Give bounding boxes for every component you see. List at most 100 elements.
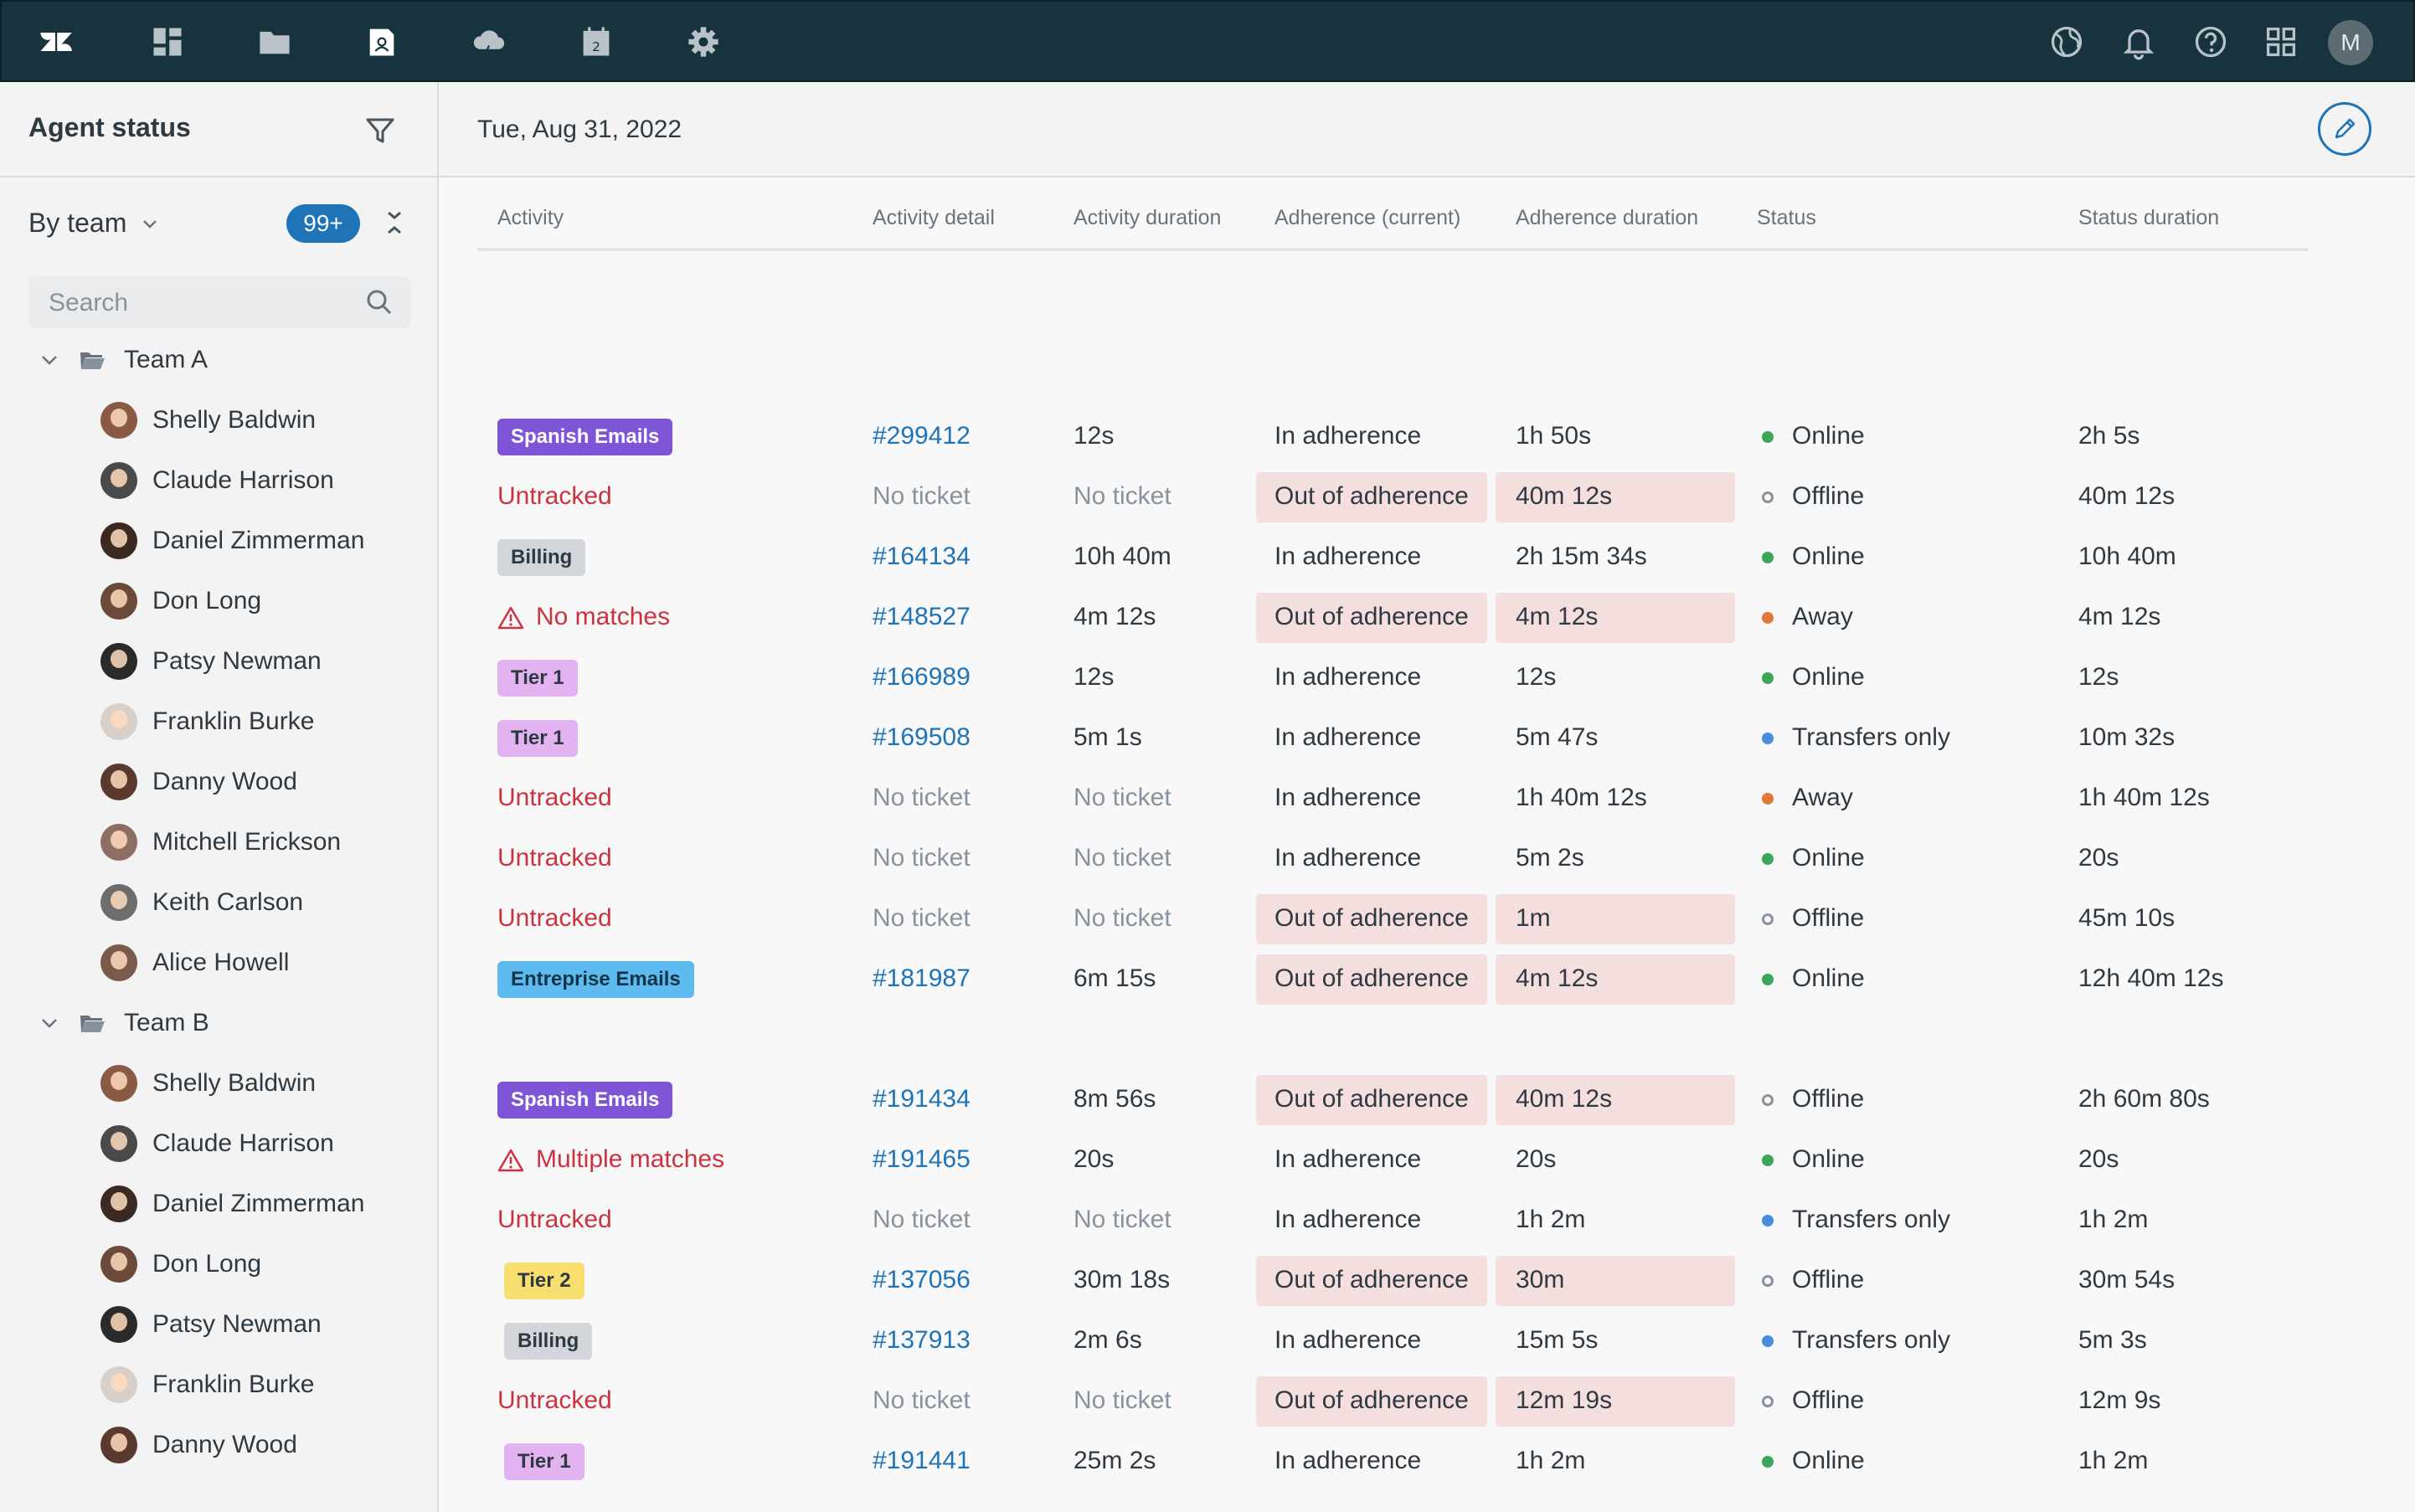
globe-icon[interactable] (2047, 22, 2087, 62)
group-by-dropdown[interactable]: By team (28, 208, 160, 239)
adherence-duration: 4m 12s (1516, 964, 1599, 992)
edit-button[interactable] (2318, 102, 2371, 156)
adherence-current: In adherence (1274, 784, 1422, 811)
agent-name: Daniel Zimmerman (152, 527, 365, 554)
status-dot-icon (1762, 612, 1774, 624)
status-duration: 4m 12s (2078, 603, 2161, 630)
ticket-link[interactable]: #137913 (873, 1326, 971, 1354)
agent-row[interactable]: Claude Harrison (100, 460, 334, 501)
column-header[interactable]: Adherence duration (1516, 206, 1699, 229)
status-duration: 1h 40m 12s (2078, 784, 2210, 811)
column-header[interactable]: Activity (497, 206, 564, 229)
status-duration: 2h 5s (2078, 422, 2140, 450)
column-header[interactable]: Activity detail (873, 206, 995, 229)
status-text: Away (1792, 784, 1853, 811)
activity-untracked: Untracked (497, 904, 612, 932)
agent-row[interactable]: Danny Wood (100, 761, 297, 803)
ticket-link[interactable]: #169508 (873, 723, 971, 751)
status-text: Online (1792, 1145, 1865, 1173)
cloud-icon[interactable] (469, 22, 509, 62)
activity-untracked: Untracked (497, 784, 612, 811)
adherence-duration: 40m 12s (1516, 482, 1613, 510)
agent-row[interactable]: Keith Carlson (100, 882, 303, 923)
activity-duration: 8m 56s (1074, 1085, 1156, 1113)
out-of-adherence-highlight (1496, 1075, 1735, 1125)
status-text: Transfers only (1792, 1326, 1950, 1354)
status-text: Offline (1792, 1085, 1865, 1113)
agent-row[interactable]: Don Long (100, 580, 261, 622)
activity-duration: 12s (1074, 663, 1115, 691)
apps-grid-icon[interactable] (2261, 22, 2301, 62)
agent-sidebar: Agent status By team 99+ Search Team A Sh… (0, 82, 439, 1512)
team-row[interactable]: Team B (37, 1002, 209, 1044)
avatar (100, 1125, 137, 1162)
agent-row[interactable]: Don Long (100, 1243, 261, 1285)
ticket-link[interactable]: #137056 (873, 1266, 971, 1293)
agent-row[interactable]: Daniel Zimmerman (100, 520, 364, 562)
activity-tag: Tier 1 (497, 660, 578, 697)
ticket-link[interactable]: #191441 (873, 1447, 971, 1474)
ticket-link[interactable]: #166989 (873, 663, 971, 691)
adherence-current: Out of adherence (1274, 1085, 1469, 1113)
agent-row[interactable]: Shelly Baldwin (100, 1062, 316, 1104)
zendesk-logo-icon[interactable] (35, 22, 75, 62)
status-text: Online (1792, 422, 1865, 450)
out-of-adherence-highlight (1256, 954, 1487, 1005)
no-ticket-text: No ticket (873, 784, 971, 811)
contacts-icon[interactable] (362, 22, 402, 62)
user-avatar[interactable]: M (2328, 20, 2373, 65)
folder-icon[interactable] (255, 22, 295, 62)
agent-row[interactable]: Daniel Zimmerman (100, 1183, 364, 1225)
ticket-link[interactable]: #181987 (873, 964, 971, 992)
ticket-link[interactable]: #191434 (873, 1085, 971, 1113)
status-dot-icon (1762, 913, 1774, 925)
agent-row[interactable]: Shelly Baldwin (100, 399, 316, 441)
no-ticket-text: No ticket (873, 1386, 971, 1414)
avatar (100, 884, 137, 921)
help-icon[interactable] (2191, 22, 2231, 62)
column-header[interactable]: Activity duration (1074, 206, 1222, 229)
search-input[interactable]: Search (28, 276, 410, 328)
status-dot-icon (1762, 1456, 1774, 1468)
column-header[interactable]: Adherence (current) (1274, 206, 1461, 229)
chevron-down-icon[interactable] (37, 1011, 62, 1036)
team-name: Team B (124, 1009, 209, 1036)
agent-row[interactable]: Franklin Burke (100, 701, 314, 743)
status-dot-icon (1762, 733, 1774, 744)
status-text: Online (1792, 844, 1865, 872)
avatar (100, 1065, 137, 1102)
activity-tag: Billing (497, 539, 586, 576)
ticket-link[interactable]: #191465 (873, 1145, 971, 1173)
current-date: Tue, Aug 31, 2022 (477, 116, 682, 143)
calendar-icon[interactable]: 2 (576, 22, 616, 62)
avatar (100, 1185, 137, 1222)
top-navigation-bar: 2 M (0, 0, 2415, 82)
agent-row[interactable]: Mitchell Erickson (100, 821, 341, 863)
ticket-link[interactable]: #164134 (873, 543, 971, 570)
status-text: Offline (1792, 482, 1865, 510)
ticket-link[interactable]: #148527 (873, 603, 971, 630)
agent-row[interactable]: Alice Howell (100, 942, 289, 984)
agent-row[interactable]: Patsy Newman (100, 640, 322, 682)
team-row[interactable]: Team A (37, 339, 208, 381)
chevron-down-icon (143, 219, 157, 229)
status-duration: 20s (2078, 1145, 2119, 1173)
agent-row[interactable]: Danny Wood (100, 1424, 297, 1466)
column-header[interactable]: Status duration (2078, 206, 2220, 229)
bell-icon[interactable] (2119, 22, 2159, 62)
dashboard-icon[interactable] (147, 22, 188, 62)
agent-name: Don Long (152, 587, 262, 615)
chevron-down-icon[interactable] (37, 347, 62, 373)
agent-row[interactable]: Claude Harrison (100, 1123, 334, 1165)
collapse-all-icon[interactable] (382, 208, 407, 238)
ticket-link[interactable]: #299412 (873, 422, 971, 450)
avatar (100, 402, 137, 439)
agent-row[interactable]: Franklin Burke (100, 1364, 314, 1406)
gear-icon[interactable] (683, 22, 723, 62)
filter-icon[interactable] (363, 114, 397, 147)
status-duration: 12m 9s (2078, 1386, 2161, 1414)
activity-tag: Spanish Emails (497, 419, 673, 455)
agent-row[interactable]: Patsy Newman (100, 1304, 322, 1345)
agent-name: Don Long (152, 1250, 262, 1278)
column-header[interactable]: Status (1757, 206, 1816, 229)
